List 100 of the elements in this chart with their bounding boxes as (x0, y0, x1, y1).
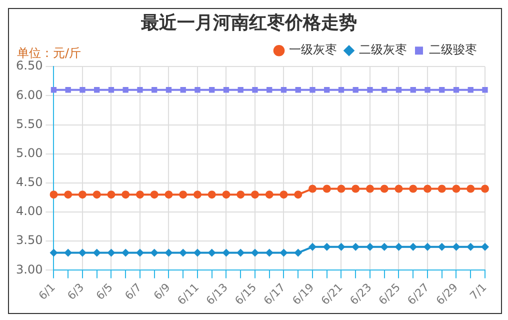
point (107, 190, 116, 199)
point (107, 248, 116, 257)
y-tick-label: 3.00 (16, 262, 43, 276)
point (179, 248, 188, 257)
point (382, 87, 388, 93)
point (64, 190, 72, 199)
point (94, 87, 100, 93)
x-tick-label: 6/3 (64, 280, 87, 303)
y-tick-label: 6.00 (16, 88, 43, 102)
point (310, 87, 316, 93)
point (294, 248, 302, 257)
point (236, 248, 245, 257)
point (179, 190, 188, 199)
point (122, 87, 128, 93)
point (266, 87, 272, 93)
point (164, 248, 173, 257)
y-tick-label: 6.50 (16, 58, 43, 73)
point (122, 248, 130, 257)
point (366, 242, 374, 251)
legend-label: 二级骏枣 (429, 42, 477, 57)
point (64, 248, 72, 257)
point (50, 87, 57, 93)
point (423, 242, 432, 251)
point (250, 248, 259, 257)
point (366, 184, 374, 193)
point (380, 242, 388, 251)
point (122, 190, 130, 199)
x-tick-label: 6/9 (151, 280, 173, 303)
point (180, 87, 186, 93)
point (193, 190, 202, 199)
point (352, 87, 358, 93)
legend-label: 二级灰枣 (359, 42, 407, 57)
point (409, 242, 418, 251)
point (265, 248, 274, 257)
point (466, 184, 475, 193)
point (136, 190, 144, 199)
point (78, 190, 86, 199)
y-tick-label: 3.50 (16, 233, 43, 248)
point (280, 248, 288, 257)
point (380, 184, 388, 193)
point (238, 87, 244, 93)
point (468, 87, 474, 93)
point (150, 248, 158, 257)
point (394, 184, 403, 193)
point (481, 184, 489, 193)
point (337, 184, 346, 193)
point (453, 87, 460, 93)
point (50, 190, 58, 199)
point (324, 87, 330, 93)
point (452, 184, 460, 193)
point (193, 248, 202, 257)
point (137, 87, 143, 93)
point (80, 87, 86, 93)
x-tick-label: 6/5 (94, 280, 116, 303)
point (194, 87, 200, 93)
point (136, 248, 144, 257)
point (209, 87, 215, 93)
y-tick-label: 5.00 (16, 146, 43, 160)
legend-label: 一级灰枣 (289, 42, 337, 57)
point (337, 242, 346, 251)
point (265, 190, 274, 199)
point (92, 190, 101, 199)
x-tick-label: 7/1 (467, 280, 490, 303)
point (322, 242, 331, 251)
point (352, 184, 360, 193)
point (166, 87, 172, 93)
point (423, 184, 432, 193)
y-tick-label: 5.50 (16, 116, 43, 131)
point (424, 87, 430, 93)
x-tick-label: 6/7 (122, 280, 144, 303)
point (92, 248, 101, 257)
point (481, 242, 489, 251)
point (250, 190, 259, 199)
point (223, 87, 230, 93)
point (108, 87, 114, 93)
point (222, 190, 230, 199)
point (294, 190, 302, 199)
point (152, 87, 158, 93)
point (352, 242, 360, 251)
point (466, 242, 475, 251)
point (438, 242, 446, 251)
y-axis-title: 单位：元/斤 (17, 45, 82, 60)
point (482, 87, 488, 93)
point (409, 184, 418, 193)
point (308, 242, 316, 251)
point (367, 87, 373, 93)
point (164, 190, 173, 199)
point (150, 190, 158, 199)
point (65, 87, 71, 93)
y-tick-label: 4.00 (16, 204, 43, 218)
chart-title: 最近一月河南红枣价格走势 (140, 12, 357, 34)
point (438, 184, 446, 193)
x-tick-label: 6/1 (36, 280, 58, 303)
y-tick-label: 4.50 (16, 175, 43, 190)
point (280, 190, 288, 199)
point (439, 87, 445, 93)
point (222, 248, 230, 257)
point (452, 242, 460, 251)
point (236, 190, 245, 199)
point (322, 184, 331, 193)
